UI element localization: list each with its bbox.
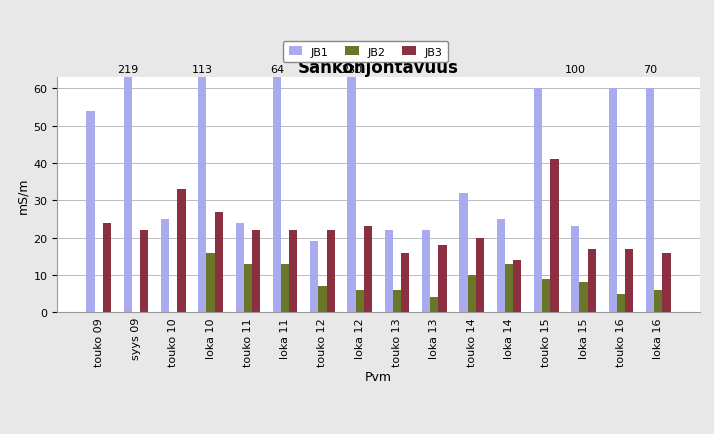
Bar	[310, 242, 318, 312]
Bar	[438, 246, 447, 312]
Legend: JB1, JB2, JB3: JB1, JB2, JB3	[283, 42, 448, 63]
Bar	[86, 112, 94, 312]
Text: 230: 230	[341, 65, 362, 75]
Bar	[542, 279, 550, 312]
Bar	[588, 249, 596, 312]
Bar	[385, 230, 393, 312]
Text: 113: 113	[192, 65, 213, 75]
Bar	[534, 89, 542, 312]
Text: 64: 64	[270, 65, 284, 75]
Bar	[580, 283, 588, 312]
Bar	[281, 264, 289, 312]
Bar	[571, 227, 580, 312]
Bar	[273, 78, 281, 312]
Bar	[459, 194, 468, 312]
Bar	[422, 230, 431, 312]
Bar	[318, 286, 326, 312]
Bar	[608, 89, 617, 312]
Bar	[431, 298, 438, 312]
Bar	[663, 253, 670, 312]
Bar	[236, 223, 243, 312]
Text: 100: 100	[565, 65, 586, 75]
Text: 219: 219	[117, 65, 139, 75]
Bar	[161, 220, 169, 312]
Bar	[476, 238, 484, 312]
Bar	[356, 290, 364, 312]
Bar	[140, 230, 149, 312]
Bar	[326, 230, 335, 312]
Bar	[198, 78, 206, 312]
Bar	[505, 264, 513, 312]
Bar	[646, 89, 654, 312]
Bar	[243, 264, 252, 312]
Bar	[625, 249, 633, 312]
Y-axis label: mS/m: mS/m	[16, 177, 29, 214]
Bar	[103, 223, 111, 312]
Bar	[654, 290, 663, 312]
Bar	[215, 212, 223, 312]
X-axis label: Pvm: Pvm	[365, 370, 392, 383]
Bar	[364, 227, 372, 312]
Bar	[617, 294, 625, 312]
Bar	[401, 253, 409, 312]
Bar	[393, 290, 401, 312]
Bar	[289, 230, 298, 312]
Title: Sähkönjohtavuus: Sähkönjohtavuus	[298, 59, 459, 76]
Bar	[550, 160, 558, 312]
Bar	[513, 260, 521, 312]
Bar	[177, 190, 186, 312]
Bar	[497, 220, 505, 312]
Bar	[206, 253, 215, 312]
Text: 70: 70	[643, 65, 657, 75]
Bar	[468, 275, 476, 312]
Bar	[252, 230, 260, 312]
Bar	[348, 78, 356, 312]
Bar	[124, 78, 132, 312]
